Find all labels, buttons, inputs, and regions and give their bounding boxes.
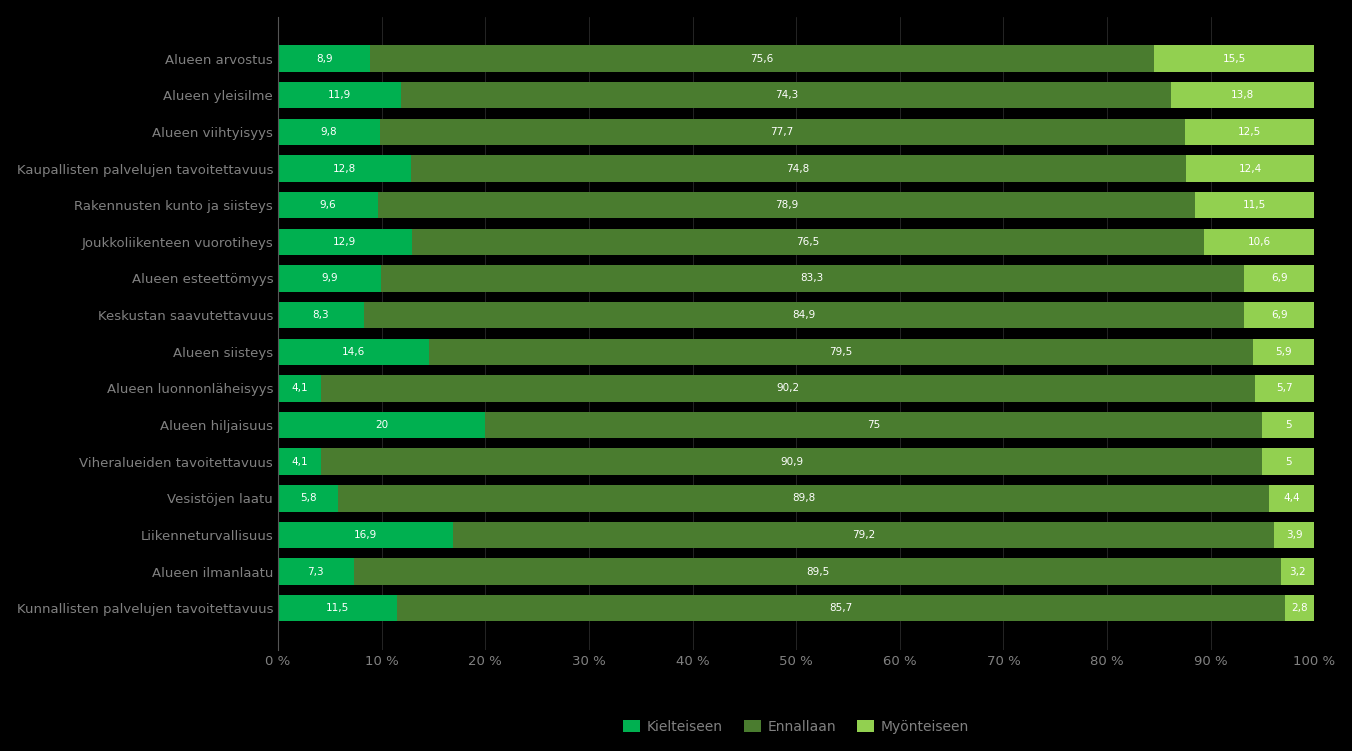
Text: 12,4: 12,4 bbox=[1238, 164, 1261, 173]
Bar bbox=[485, 412, 1263, 439]
Text: 7,3: 7,3 bbox=[307, 566, 324, 577]
Text: 12,5: 12,5 bbox=[1238, 127, 1261, 137]
Bar bbox=[279, 119, 380, 145]
Text: 5,9: 5,9 bbox=[1275, 347, 1293, 357]
Text: 84,9: 84,9 bbox=[792, 310, 815, 320]
Text: 20: 20 bbox=[375, 420, 388, 430]
Bar bbox=[354, 559, 1282, 585]
Text: 6,9: 6,9 bbox=[1271, 310, 1288, 320]
Text: 5,8: 5,8 bbox=[300, 493, 316, 503]
Bar bbox=[1244, 302, 1315, 328]
Legend: Kielteiseen, Ennallaan, Myönteiseen: Kielteiseen, Ennallaan, Myönteiseen bbox=[618, 714, 975, 739]
Text: 11,5: 11,5 bbox=[326, 603, 349, 614]
Bar bbox=[279, 448, 320, 475]
Text: 5,7: 5,7 bbox=[1276, 384, 1293, 394]
Text: 8,3: 8,3 bbox=[312, 310, 330, 320]
Bar bbox=[279, 559, 354, 585]
Text: 5: 5 bbox=[1284, 457, 1291, 466]
Bar bbox=[1255, 376, 1314, 402]
Bar bbox=[1244, 265, 1315, 291]
Bar bbox=[1274, 522, 1314, 548]
Bar bbox=[1263, 412, 1314, 439]
Bar bbox=[279, 376, 320, 402]
Bar bbox=[377, 192, 1195, 219]
Text: 12,9: 12,9 bbox=[333, 237, 357, 247]
Bar bbox=[1282, 559, 1314, 585]
Text: 10,6: 10,6 bbox=[1248, 237, 1271, 247]
Bar bbox=[381, 265, 1244, 291]
Text: 9,6: 9,6 bbox=[319, 201, 337, 210]
Bar bbox=[380, 119, 1184, 145]
Text: 3,9: 3,9 bbox=[1286, 530, 1302, 540]
Bar bbox=[397, 595, 1286, 621]
Bar bbox=[338, 485, 1268, 511]
Bar bbox=[1186, 155, 1314, 182]
Text: 74,3: 74,3 bbox=[775, 90, 798, 101]
Bar bbox=[279, 265, 381, 291]
Text: 16,9: 16,9 bbox=[354, 530, 377, 540]
Bar bbox=[279, 155, 411, 182]
Text: 89,8: 89,8 bbox=[792, 493, 815, 503]
Bar bbox=[1286, 595, 1314, 621]
Text: 12,8: 12,8 bbox=[333, 164, 356, 173]
Bar bbox=[364, 302, 1244, 328]
Bar bbox=[279, 82, 402, 108]
Text: 6,9: 6,9 bbox=[1271, 273, 1288, 283]
Bar bbox=[279, 46, 370, 72]
Text: 9,9: 9,9 bbox=[320, 273, 338, 283]
Text: 5: 5 bbox=[1284, 420, 1291, 430]
Bar bbox=[411, 155, 1186, 182]
Bar bbox=[279, 412, 485, 439]
Bar bbox=[453, 522, 1274, 548]
Bar bbox=[279, 595, 397, 621]
Text: 11,9: 11,9 bbox=[329, 90, 352, 101]
Bar bbox=[320, 448, 1263, 475]
Text: 75,6: 75,6 bbox=[750, 53, 773, 64]
Text: 74,8: 74,8 bbox=[787, 164, 810, 173]
Bar bbox=[1153, 46, 1314, 72]
Bar bbox=[1195, 192, 1314, 219]
Text: 8,9: 8,9 bbox=[316, 53, 333, 64]
Text: 90,2: 90,2 bbox=[776, 384, 799, 394]
Text: 4,1: 4,1 bbox=[291, 384, 308, 394]
Text: 14,6: 14,6 bbox=[342, 347, 365, 357]
Text: 9,8: 9,8 bbox=[320, 127, 337, 137]
Bar bbox=[1268, 485, 1314, 511]
Text: 11,5: 11,5 bbox=[1242, 201, 1267, 210]
Bar bbox=[279, 228, 412, 255]
Text: 89,5: 89,5 bbox=[806, 566, 829, 577]
Bar bbox=[1184, 119, 1314, 145]
Bar bbox=[279, 192, 377, 219]
Bar bbox=[279, 485, 338, 511]
Bar bbox=[1205, 228, 1314, 255]
Text: 75: 75 bbox=[867, 420, 880, 430]
Bar bbox=[1171, 82, 1314, 108]
Text: 77,7: 77,7 bbox=[771, 127, 794, 137]
Text: 15,5: 15,5 bbox=[1222, 53, 1245, 64]
Text: 90,9: 90,9 bbox=[780, 457, 803, 466]
Text: 13,8: 13,8 bbox=[1232, 90, 1255, 101]
Text: 4,1: 4,1 bbox=[291, 457, 308, 466]
Text: 79,2: 79,2 bbox=[852, 530, 875, 540]
Bar bbox=[320, 376, 1255, 402]
Text: 83,3: 83,3 bbox=[800, 273, 823, 283]
Bar bbox=[279, 302, 364, 328]
Bar bbox=[412, 228, 1205, 255]
Text: 76,5: 76,5 bbox=[796, 237, 819, 247]
Text: 3,2: 3,2 bbox=[1290, 566, 1306, 577]
Bar bbox=[430, 339, 1253, 365]
Bar bbox=[402, 82, 1171, 108]
Text: 78,9: 78,9 bbox=[775, 201, 798, 210]
Text: 2,8: 2,8 bbox=[1291, 603, 1309, 614]
Bar bbox=[370, 46, 1153, 72]
Bar bbox=[279, 339, 430, 365]
Text: 4,4: 4,4 bbox=[1283, 493, 1299, 503]
Bar bbox=[1253, 339, 1314, 365]
Bar bbox=[1263, 448, 1314, 475]
Text: 85,7: 85,7 bbox=[830, 603, 853, 614]
Bar bbox=[279, 522, 453, 548]
Text: 79,5: 79,5 bbox=[830, 347, 853, 357]
